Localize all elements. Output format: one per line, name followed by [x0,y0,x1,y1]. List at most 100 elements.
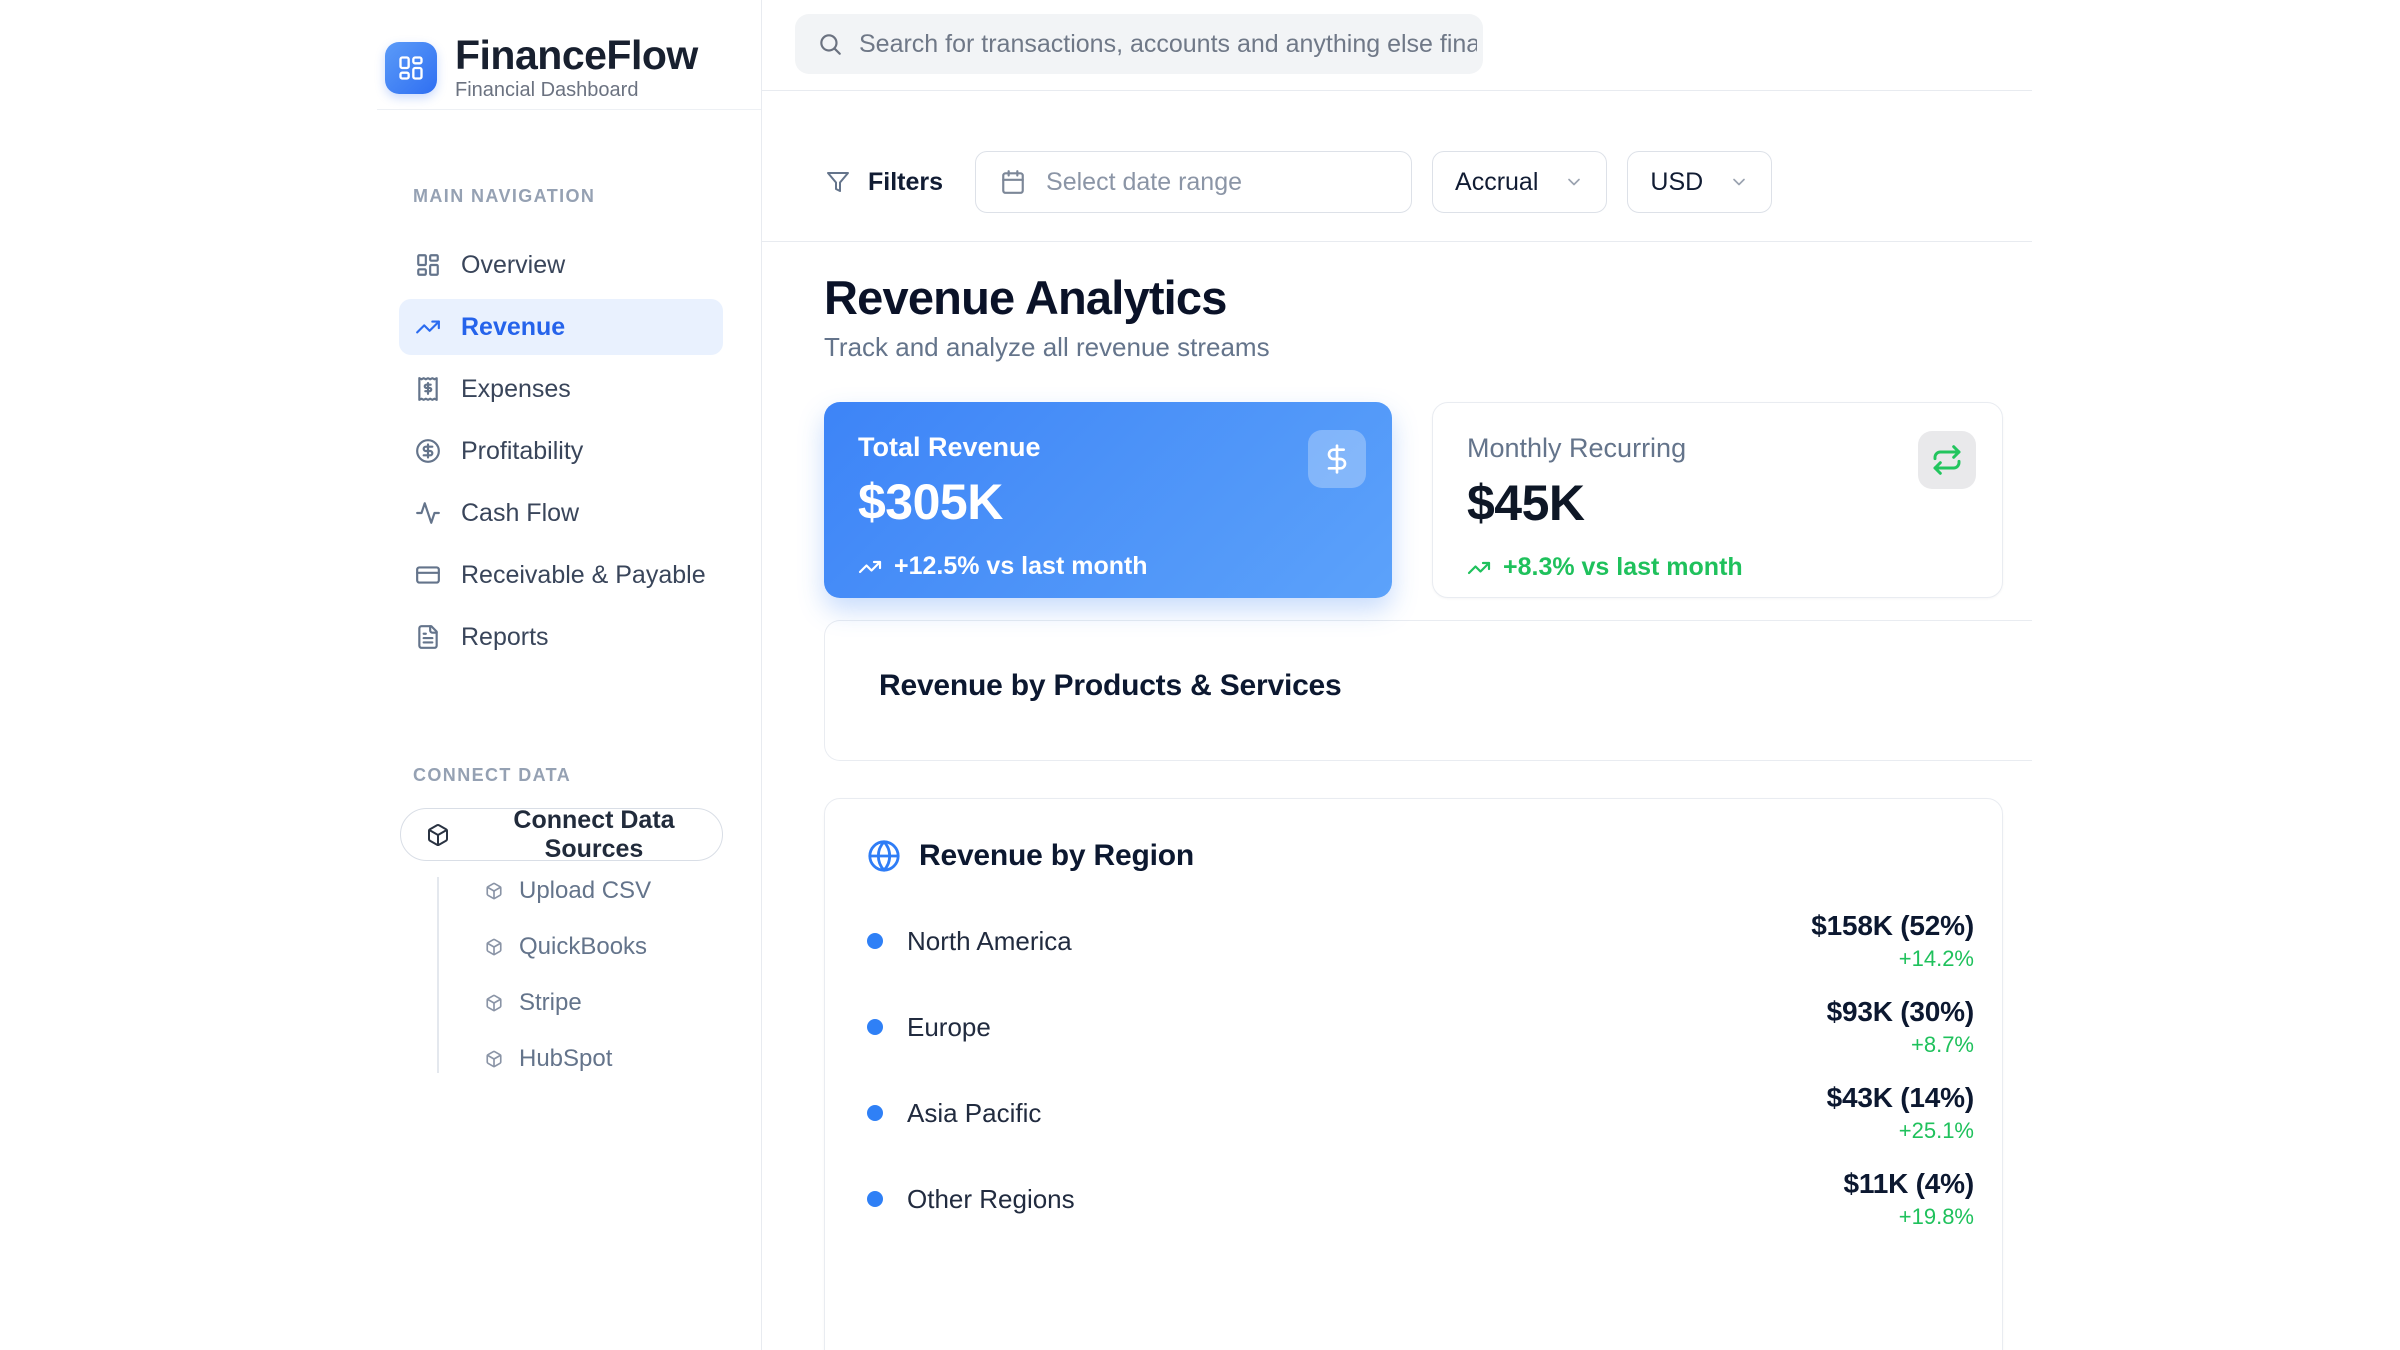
sidebar-item-label: Overview [461,250,566,279]
kpi-icon-box [1308,430,1366,488]
filters-toolbar: Filters Select date range Accrual USD [762,91,2032,242]
region-row-label: Asia Pacific [867,1098,1041,1129]
search-icon [817,31,843,57]
app-tagline: Financial Dashboard [455,79,639,101]
region-row-label: Europe [867,1012,991,1043]
dashboard-icon [415,252,441,278]
region-card-title: Revenue by Region [919,839,1194,872]
bullet-dot-icon [867,1105,883,1121]
kpi-cards: Total Revenue $305K +12.5% vs last month… [824,402,2003,598]
source-item-hubspot[interactable]: HubSpot [485,1045,761,1073]
file-text-icon [415,624,441,650]
sidebar-item-overview[interactable]: Overview [399,237,723,293]
chevron-down-icon [1729,172,1749,192]
sidebar: FinanceFlow Financial Dashboard MAIN NAV… [377,0,762,1350]
total-revenue-card: Total Revenue $305K +12.5% vs last month [824,402,1392,598]
connect-button-label: Connect Data Sources [513,805,675,863]
region-row-metrics: $43K (14%) +25.1% [1826,1081,1975,1145]
filters-toggle[interactable]: Filters [826,151,943,213]
bullet-dot-icon [867,1191,883,1207]
source-item-quickbooks[interactable]: QuickBooks [485,933,761,961]
region-value: $43K (14%) [1826,1082,1975,1113]
sidebar-item-reports[interactable]: Reports [399,609,723,665]
globe-icon [867,839,901,873]
accounting-basis-select[interactable]: Accrual [1432,151,1608,213]
region-row-other-regions: Other Regions $11K (4%) +19.8% [867,1167,1974,1231]
dashboard-logo-icon [397,54,425,82]
region-row-north-america: North America $158K (52%) +14.2% [867,909,1974,973]
products-card-title: Revenue by Products & Services [879,669,1342,702]
kpi-value: $45K [1467,475,1585,531]
sidebar-item-label: Reports [461,622,549,651]
page-title: Revenue Analytics [824,271,1227,324]
region-card-header: Revenue by Region [867,839,1974,873]
date-range-placeholder: Select date range [1046,167,1243,196]
credit-card-icon [415,562,441,588]
region-row-europe: Europe $93K (30%) +8.7% [867,995,1974,1059]
region-row-label: North America [867,926,1072,957]
source-item-upload-csv[interactable]: Upload CSV [485,877,761,905]
data-source-list: Upload CSV QuickBooks Stripe HubSpot [437,877,761,1073]
bullet-dot-icon [867,1019,883,1035]
region-delta: +19.8% [1898,1204,1974,1229]
date-range-picker[interactable]: Select date range [975,151,1413,213]
sidebar-item-label: Receivable & Payable [461,560,706,589]
trending-up-icon [415,314,441,340]
app-title: FinanceFlow [455,32,698,78]
global-search[interactable] [795,14,1483,74]
package-icon [426,823,450,847]
source-item-stripe[interactable]: Stripe [485,989,761,1017]
nav-section-heading: MAIN NAVIGATION [413,186,596,206]
sidebar-item-revenue[interactable]: Revenue [399,299,723,355]
sidebar-item-label: Cash Flow [461,498,580,527]
region-row-metrics: $158K (52%) +14.2% [1811,909,1974,973]
page-subtitle: Track and analyze all revenue streams [824,332,1270,362]
chevron-down-icon [1564,172,1584,192]
source-item-label: HubSpot [519,1045,613,1072]
source-item-label: QuickBooks [519,933,648,960]
region-delta: +14.2% [1898,946,1974,971]
region-delta: +25.1% [1898,1118,1974,1143]
currency-select[interactable]: USD [1627,151,1773,213]
kpi-delta-text: +12.5% vs last month [894,552,1148,580]
page-header: Revenue Analytics Track and analyze all … [824,271,2032,363]
monthly-recurring-card: Monthly Recurring $45K +8.3% vs last mon… [1432,402,2003,598]
kpi-icon-box [1918,431,1976,489]
kpi-value: $305K [858,474,1003,530]
top-bar [762,0,2032,91]
kpi-label: Total Revenue [858,432,1041,462]
region-value: $158K (52%) [1811,910,1974,941]
circle-dollar-icon [415,438,441,464]
filters-label: Filters [868,167,944,196]
connect-data-sources-button[interactable]: Connect Data Sources [400,805,723,863]
app-shell: FinanceFlow Financial Dashboard MAIN NAV… [377,0,2033,1350]
search-input[interactable] [859,29,1477,59]
accounting-basis-value: Accrual [1455,167,1539,196]
sidebar-item-cash-flow[interactable]: Cash Flow [399,485,723,541]
sidebar-item-expenses[interactable]: Expenses [399,361,723,417]
receipt-icon [415,376,441,402]
filter-funnel-icon [826,170,850,194]
trending-up-icon [858,555,882,579]
revenue-by-products-card: Revenue by Products & Services [824,620,2032,761]
kpi-delta: +12.5% vs last month [858,552,1358,581]
revenue-by-region-card: Revenue by Region North America $158K (5… [824,798,2003,1350]
dollar-sign-icon [1321,443,1353,475]
brand-text: FinanceFlow Financial Dashboard [455,33,698,102]
sidebar-item-label: Expenses [461,374,571,403]
package-icon [485,1050,503,1068]
region-delta: +8.7% [1911,1032,1974,1057]
sidebar-item-profitability[interactable]: Profitability [399,423,723,479]
brand: FinanceFlow Financial Dashboard [377,0,761,110]
kpi-delta: +8.3% vs last month [1467,553,1968,582]
package-icon [485,938,503,956]
region-row-label: Other Regions [867,1184,1075,1215]
region-value: $11K (4%) [1843,1168,1975,1199]
sidebar-item-receivable-payable[interactable]: Receivable & Payable [399,547,723,603]
source-item-label: Upload CSV [519,877,652,904]
app-logo [385,41,437,94]
sidebar-item-label: Revenue [461,312,566,341]
region-row-asia-pacific: Asia Pacific $43K (14%) +25.1% [867,1081,1974,1145]
activity-icon [415,500,441,526]
source-item-label: Stripe [519,989,582,1016]
